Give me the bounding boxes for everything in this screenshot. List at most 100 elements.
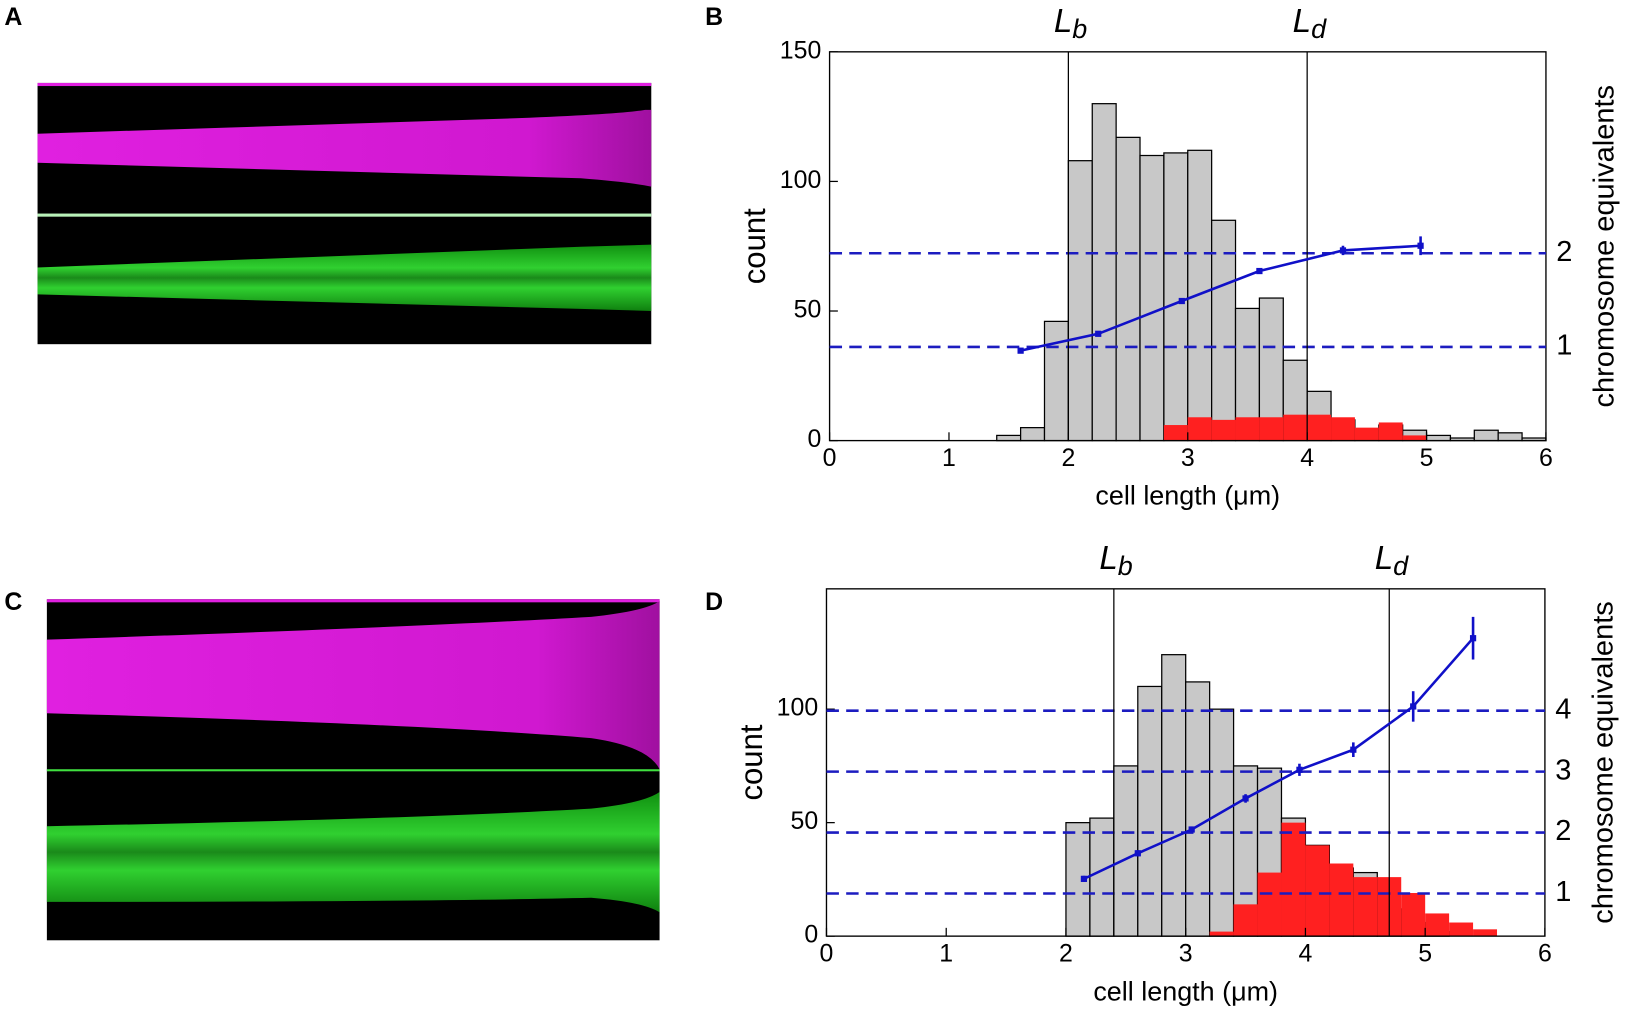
histogram-bar (1137, 685, 1163, 937)
y2-tick-label: 2 (1555, 815, 1571, 847)
histogram-bar (1497, 432, 1523, 442)
x-tick-label: 4 (1299, 939, 1313, 967)
histogram-bar (1257, 872, 1282, 937)
histogram-bar (1473, 929, 1498, 937)
y-tick-label: 150 (780, 36, 822, 64)
y2-tick-label: 1 (1556, 330, 1572, 362)
histogram-bar (1307, 414, 1332, 441)
marker-label-main: L (1375, 540, 1393, 577)
marker-label-main: L (1054, 3, 1072, 40)
histogram-bar (1425, 913, 1450, 937)
histogram-bar (1067, 160, 1093, 442)
histogram-bar (1331, 417, 1355, 441)
mean-point (1017, 347, 1024, 354)
histogram-bar (1353, 877, 1378, 937)
panel-label: D (705, 588, 723, 616)
x-tick-label: 5 (1420, 444, 1434, 472)
kymograph-a (37, 82, 652, 345)
y2-tick-label: 4 (1555, 693, 1571, 725)
panel-label: A (4, 3, 22, 31)
x-tick-label: 6 (1538, 939, 1552, 967)
mean-point (1469, 635, 1477, 642)
marker-label: Lb (1054, 3, 1087, 45)
x-tick-label: 4 (1300, 444, 1314, 472)
x-tick-label: 6 (1539, 444, 1553, 472)
marker-label-sub: d (1311, 14, 1327, 44)
mean-point (1095, 330, 1102, 337)
histogram-bar (1305, 845, 1330, 937)
histogram-bar (1185, 681, 1211, 937)
marker-label-sub: b (1118, 551, 1133, 581)
y2-tick-label: 1 (1555, 876, 1571, 908)
histogram-bar (1425, 434, 1452, 442)
x-axis-label: cell length (μm) (1095, 481, 1280, 511)
histogram-bar (1091, 103, 1117, 442)
mean-point (1242, 795, 1249, 802)
histogram-bar (1209, 931, 1234, 937)
marker-label: Ld (1293, 3, 1327, 45)
marker-label: Lb (1099, 540, 1132, 582)
histogram-bar (1211, 419, 1236, 441)
marker-label-sub: d (1393, 551, 1409, 581)
histogram-bar (1233, 904, 1258, 937)
y2-axis-label: chromosome equivalents (1589, 85, 1621, 408)
mean-point (1296, 766, 1303, 773)
marker-label-main: L (1293, 3, 1311, 40)
mean-point (1188, 826, 1195, 833)
mean-point (1350, 746, 1357, 753)
histogram-bar (1281, 822, 1306, 937)
y-tick-label: 0 (807, 425, 821, 453)
x-tick-label: 1 (942, 444, 956, 472)
mean-point (1134, 850, 1141, 857)
panel-label: B (705, 3, 723, 31)
histogram-bar (1329, 863, 1354, 937)
histogram-bar (1283, 414, 1308, 441)
mean-line (1020, 244, 1421, 352)
x-tick-label: 5 (1418, 939, 1432, 967)
mean-point (1178, 297, 1185, 305)
histogram-bar (1259, 417, 1284, 441)
histogram-bar (1401, 893, 1426, 937)
mean-point (1256, 267, 1263, 275)
histogram-bar (1089, 817, 1115, 937)
histogram-bar (1209, 708, 1235, 937)
mean-point (1410, 703, 1417, 710)
x-tick-label: 1 (939, 939, 953, 967)
histogram-bar (1019, 427, 1046, 442)
y2-axis-label: chromosome equivalents (1588, 601, 1620, 924)
y-tick-label: 100 (780, 166, 822, 194)
mean-point (1080, 875, 1088, 882)
x-tick-label: 3 (1181, 444, 1195, 472)
histogram-bar (1378, 422, 1403, 441)
histogram-bar (1473, 429, 1499, 442)
histogram-bar (1043, 320, 1069, 442)
marker-label: Ld (1375, 540, 1409, 582)
x-axis-label: cell length (μm) (1093, 976, 1278, 1006)
x-tick-label: 2 (1059, 939, 1073, 967)
histogram-bar (1113, 765, 1139, 937)
histogram-bar (1163, 152, 1189, 442)
histogram-bar (1139, 154, 1165, 442)
marker-label-main: L (1099, 540, 1117, 577)
y-tick-label: 0 (804, 921, 818, 949)
panel-label: C (4, 588, 22, 616)
histogram-bar (1449, 922, 1474, 937)
y-tick-label: 50 (791, 807, 819, 835)
histogram-bar (1115, 136, 1141, 442)
x-tick-label: 0 (820, 939, 834, 967)
y-axis-label: count (737, 208, 772, 284)
x-tick-label: 3 (1179, 939, 1193, 967)
marker-label-sub: b (1072, 14, 1087, 44)
x-tick-label: 0 (823, 444, 837, 472)
y-tick-label: 50 (794, 296, 822, 324)
histogram-bar (1163, 425, 1188, 441)
x-tick-label: 2 (1061, 444, 1075, 472)
y2-tick-label: 2 (1556, 236, 1572, 268)
y2-tick-label: 3 (1555, 754, 1571, 786)
mean-point (1339, 247, 1347, 254)
histogram-bar (1187, 417, 1212, 441)
y-tick-label: 100 (777, 694, 819, 722)
histogram-bar (996, 434, 1022, 442)
